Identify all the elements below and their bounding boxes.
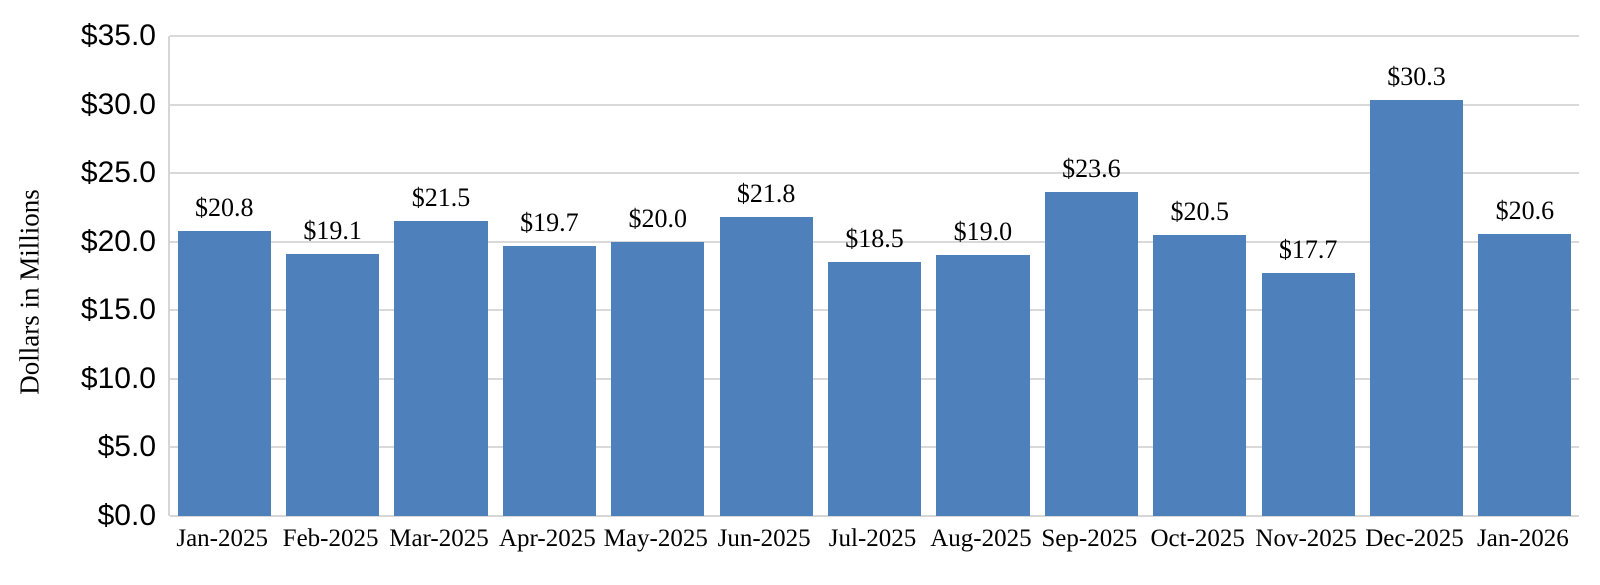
y-tick-label: $0.0 (97, 499, 156, 532)
y-tick-label: $20.0 (80, 224, 156, 258)
bar-value-label: $21.5 (411, 183, 471, 213)
x-tick-label: Aug-2025 (930, 525, 1032, 552)
bar-slot: $21.5 (387, 36, 495, 516)
y-axis: $35.0 $30.0 $25.0 $20.0 $15.0 $10.0 $5.0 $0.0 (0, 19, 156, 532)
bar-Mar-2025 (394, 221, 488, 516)
bar-Jan-2026 (1478, 233, 1572, 516)
x-tick-label: Jun-2025 (717, 525, 811, 552)
bar-Apr-2025 (502, 245, 596, 516)
bar-value-label: $19.1 (303, 216, 362, 246)
bar-value-label: $21.8 (736, 179, 796, 209)
bar-slot: $19.7 (495, 36, 603, 516)
bar-value-label: $19.7 (520, 207, 579, 237)
bar-value-label: $18.5 (845, 224, 904, 254)
bar-May-2025 (611, 241, 705, 516)
x-tick-label: Nov-2025 (1255, 525, 1357, 552)
x-tick-label: Apr-2025 (499, 525, 596, 552)
gridline (170, 103, 1579, 106)
bar-value-label: $30.3 (1387, 62, 1446, 92)
bar-slot: $21.8 (712, 36, 820, 516)
x-tick-label: Sep-2025 (1041, 525, 1138, 552)
bar-value-label: $17.7 (1278, 235, 1338, 265)
bar-slot: $18.5 (820, 36, 928, 516)
bar-slot: $20.8 (170, 36, 278, 516)
y-tick-label: $25.0 (80, 156, 156, 190)
gridline (170, 35, 1579, 37)
bar-value-label: $20.0 (628, 203, 688, 233)
bar-Jun-2025 (719, 217, 813, 516)
x-tick-label: Jul-2025 (828, 525, 917, 552)
x-tick-label: Feb-2025 (282, 525, 379, 552)
bar-Jan-2025 (177, 230, 271, 516)
bar-value-label: $23.6 (1062, 154, 1121, 184)
bar-slot: $20.6 (1471, 36, 1579, 516)
bar-slot: $20.5 (1146, 36, 1254, 516)
bar-value-label: $20.8 (194, 192, 254, 222)
x-tick-label: Jan-2025 (176, 525, 269, 552)
y-tick-label: $30.0 (80, 87, 156, 121)
bar-slot: $30.3 (1362, 36, 1470, 516)
y-tick-label: $15.0 (80, 293, 156, 327)
bars-layer: $20.8 $19.1 $21.5 $19.7 $20.0 $21.8 $18.5 $19.0… (170, 36, 1579, 516)
x-tick-label: Dec-2025 (1365, 525, 1464, 552)
bar-Dec-2025 (1369, 100, 1464, 516)
bar-Feb-2025 (285, 254, 380, 516)
bar-Nov-2025 (1261, 273, 1355, 516)
bar-Aug-2025 (936, 255, 1030, 516)
x-tick-label: Oct-2025 (1150, 525, 1245, 552)
x-tick-label: Mar-2025 (389, 525, 489, 552)
bar-value-label: $19.0 (953, 217, 1013, 247)
y-tick-label: $10.0 (80, 361, 156, 395)
x-axis: Jan-2025 Feb-2025 Mar-2025 Apr-2025 May-2025… (168, 524, 1577, 554)
bar-Jul-2025 (827, 262, 922, 516)
bar-value-label: $20.5 (1170, 196, 1229, 226)
x-tick-label: Jan-2026 (1477, 525, 1569, 552)
gridline (170, 172, 1579, 175)
bar-slot: $17.7 (1254, 36, 1362, 516)
y-tick-label: $35.0 (80, 19, 156, 52)
x-tick-label: May-2025 (603, 525, 708, 552)
bar-slot: $23.6 (1037, 36, 1145, 516)
bar-Sep-2025 (1044, 192, 1138, 516)
gridline (170, 240, 1579, 243)
y-tick-label: $5.0 (97, 430, 156, 464)
plot-area: $20.8 $19.1 $21.5 $19.7 $20.0 $21.8 $18.5 $19.0… (168, 35, 1579, 517)
bar-slot: $19.0 (929, 36, 1037, 516)
bar-slot: $19.1 (278, 36, 386, 516)
bar-slot: $20.0 (604, 36, 712, 516)
bar-value-label: $20.6 (1495, 195, 1555, 225)
x-axis-line (170, 515, 1579, 517)
bar-Oct-2025 (1153, 234, 1247, 516)
